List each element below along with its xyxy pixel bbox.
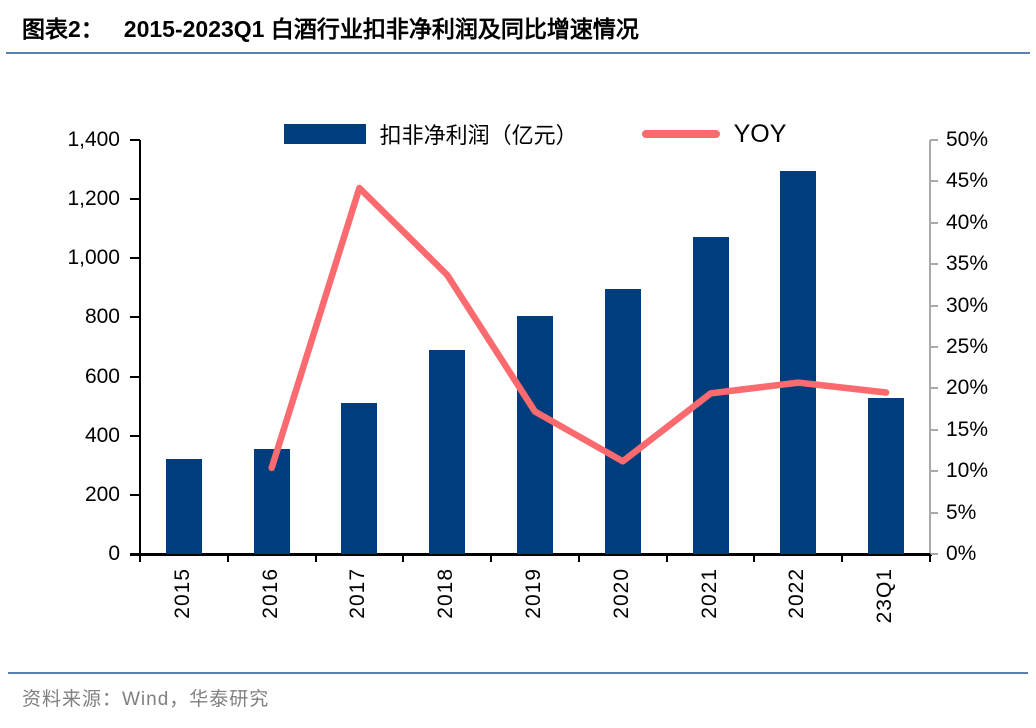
left-axis-tick <box>130 553 140 555</box>
right-axis-label: 50% <box>946 128 989 151</box>
bar-swatch-icon <box>283 124 366 144</box>
x-axis-label: 2019 <box>522 568 545 619</box>
page-title: 2015-2023Q1 白酒行业扣非净利润及同比增速情况 <box>123 16 639 42</box>
right-axis-label: 45% <box>946 169 989 193</box>
x-axis-tick <box>577 554 580 562</box>
x-axis-tick <box>665 554 668 562</box>
x-axis-tick <box>139 554 141 562</box>
bar-2018 <box>429 349 466 554</box>
yoy-line <box>268 184 890 472</box>
left-axis-tick <box>130 257 140 260</box>
right-axis-tick <box>930 304 938 307</box>
line-swatch-icon <box>641 130 720 138</box>
right-axis-tick <box>930 346 938 348</box>
right-axis-label: 40% <box>946 210 989 234</box>
left-axis-label: 600 <box>84 364 120 388</box>
bar-2020 <box>604 289 641 554</box>
right-axis-label: 20% <box>946 376 989 400</box>
yoy-line-layer <box>268 184 890 472</box>
left-axis-tick <box>130 434 140 437</box>
bar-2022 <box>780 171 817 554</box>
right-axis-label: 5% <box>946 500 977 524</box>
x-axis-label: 2017 <box>346 568 370 619</box>
left-axis-label: 0 <box>108 542 120 565</box>
x-axis-tick <box>314 554 317 562</box>
bar-23Q1 <box>868 397 905 554</box>
x-axis-tick <box>753 554 756 562</box>
right-axis-label: 15% <box>946 417 989 441</box>
left-axis-tick <box>130 139 140 141</box>
chart-plot-area: 扣非净利润（亿元） YOY 0 200 400 600 800 1,000 1,200 1,4… <box>67 120 988 624</box>
left-axis-tick <box>130 493 140 496</box>
left-axis-tick <box>130 375 140 378</box>
left-axis-label: 1,000 <box>67 246 120 270</box>
left-axis-label: 800 <box>84 305 120 329</box>
right-axis-tick <box>930 263 938 266</box>
right-axis-tick <box>930 180 938 183</box>
chart-header: 图表2： 2015-2023Q1 白酒行业扣非净利润及同比增速情况 <box>22 10 639 44</box>
x-axis-label: 2021 <box>697 568 721 619</box>
right-axis-tick <box>930 139 938 141</box>
title-divider <box>6 52 1030 54</box>
left-axis-tick <box>130 198 140 201</box>
bar-2017 <box>341 402 378 554</box>
x-axis-label: 2022 <box>785 568 809 619</box>
left-axis-label: 200 <box>84 482 120 506</box>
right-axis-tick <box>930 511 938 514</box>
x-axis-label: 2015 <box>170 568 194 619</box>
legend-line-label: YOY <box>733 119 787 148</box>
x-axis-tick <box>490 554 493 562</box>
right-axis-tick <box>930 470 938 473</box>
figure-tag: 图表2： <box>22 16 104 42</box>
right-axis-tick <box>930 553 938 555</box>
chart-legend: 扣非净利润（亿元） YOY <box>140 118 930 150</box>
x-axis-line <box>130 553 932 556</box>
right-axis-label: 10% <box>946 459 989 483</box>
right-axis-label: 35% <box>946 252 989 276</box>
x-axis-tick <box>841 554 844 562</box>
right-axis-tick <box>930 387 938 390</box>
x-axis-label: 23Q1 <box>873 568 897 624</box>
x-axis-label: 2018 <box>434 568 458 619</box>
bar-2019 <box>517 315 553 554</box>
legend-item-bar: 扣非净利润（亿元） <box>283 118 578 150</box>
x-axis-tick <box>402 554 405 562</box>
left-axis-label: 1,200 <box>67 187 120 211</box>
x-axis-tick <box>929 554 931 562</box>
right-axis-label: 25% <box>946 335 989 358</box>
footer-divider <box>8 672 1028 674</box>
x-axis-tick <box>226 554 229 562</box>
left-axis-label: 400 <box>84 423 120 447</box>
left-axis-tick <box>130 316 140 319</box>
legend-item-line: YOY <box>641 119 787 149</box>
x-axis-label: 2016 <box>258 568 282 619</box>
right-axis-tick <box>930 221 938 224</box>
x-axis-label: 2020 <box>609 568 633 619</box>
left-axis-label: 1,400 <box>67 128 120 151</box>
left-axis-line <box>139 140 141 554</box>
source-note: 资料来源：Wind，华泰研究 <box>22 689 270 710</box>
right-axis-label: 30% <box>946 293 989 317</box>
right-axis-tick <box>930 428 938 431</box>
bar-2015 <box>165 459 202 554</box>
legend-bar-label: 扣非净利润（亿元） <box>379 123 578 148</box>
right-axis-label: 0% <box>946 542 977 565</box>
